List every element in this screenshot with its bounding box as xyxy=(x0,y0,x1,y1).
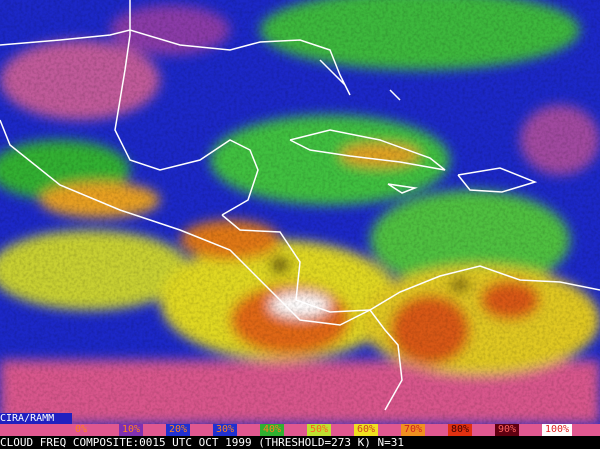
legend-label: 70% xyxy=(401,424,426,436)
legend-label: 90% xyxy=(495,424,520,436)
legend-label: 100% xyxy=(542,424,573,436)
credit: CIRA/RAMM xyxy=(0,413,72,425)
legend-label: 0% xyxy=(72,424,91,436)
legend-label: 40% xyxy=(260,424,285,436)
map xyxy=(0,0,600,424)
legend-label: 50% xyxy=(307,424,332,436)
legend-label: 20% xyxy=(166,424,191,436)
legend-label: 30% xyxy=(213,424,238,436)
legend-label: 80% xyxy=(448,424,473,436)
legend-label: 60% xyxy=(354,424,379,436)
caption: CLOUD FREQ COMPOSITE:0015 UTC OCT 1999 (… xyxy=(0,436,600,449)
legend-label: 10% xyxy=(119,424,144,436)
color-legend: 0% 10% 20% 30% 40% 50% 60% 70% 80% 90% 100% xyxy=(0,424,600,436)
